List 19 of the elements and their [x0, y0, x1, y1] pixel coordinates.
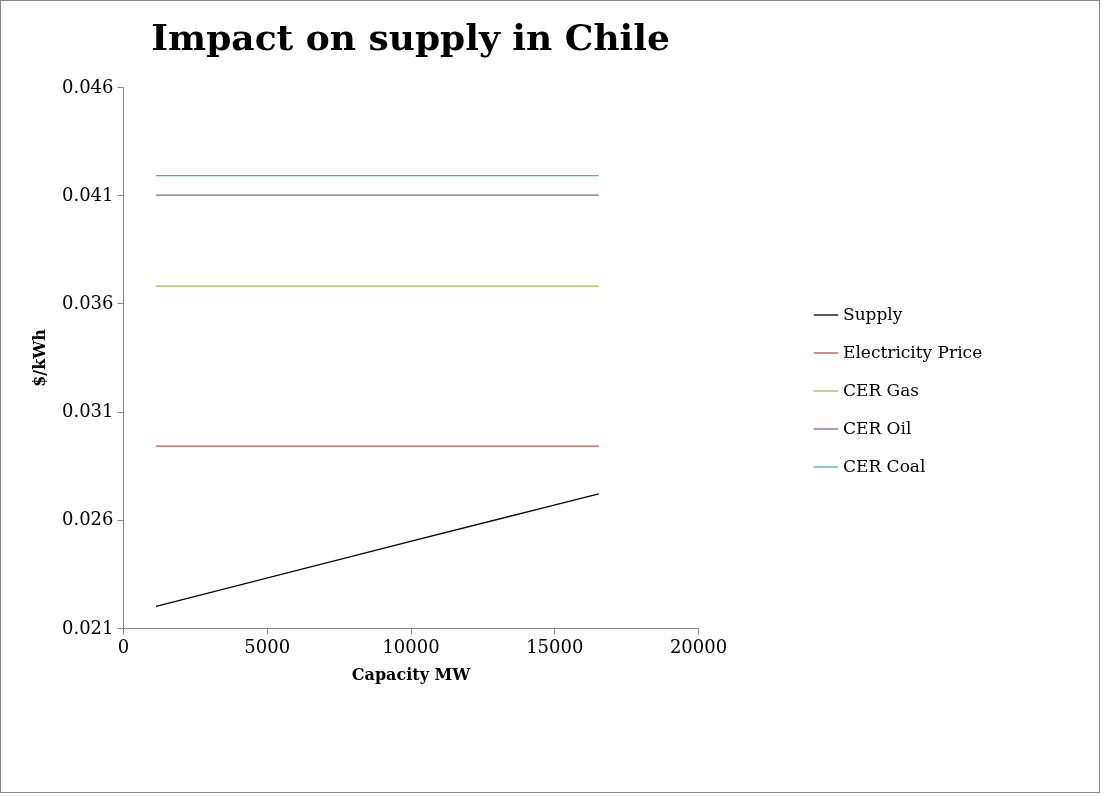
legend-label: CER Coal — [843, 456, 926, 476]
y-axis-title: $/kWh — [29, 328, 49, 387]
y-tick-label: 0.041 — [61, 183, 114, 205]
y-tick-label: 0.031 — [61, 400, 114, 422]
x-tick-label: 10000 — [382, 635, 440, 657]
y-tick-label: 0.036 — [61, 291, 114, 313]
x-tick-label: 0 — [117, 635, 130, 657]
y-tick-label: 0.046 — [61, 75, 114, 97]
x-axis-title: Capacity MW — [351, 664, 472, 684]
legend-label: CER Gas — [843, 380, 920, 400]
legend-label: Electricity Price — [843, 342, 983, 362]
x-tick-label: 15000 — [526, 635, 584, 657]
legend-label: CER Oil — [843, 418, 912, 438]
y-tick-label: 0.026 — [61, 508, 114, 530]
legend-label: Supply — [843, 304, 903, 324]
chart-title: Impact on supply in Chile — [151, 16, 670, 58]
x-tick-label: 20000 — [669, 635, 728, 657]
y-tick-label: 0.021 — [61, 616, 114, 638]
x-tick-label: 5000 — [244, 635, 291, 657]
